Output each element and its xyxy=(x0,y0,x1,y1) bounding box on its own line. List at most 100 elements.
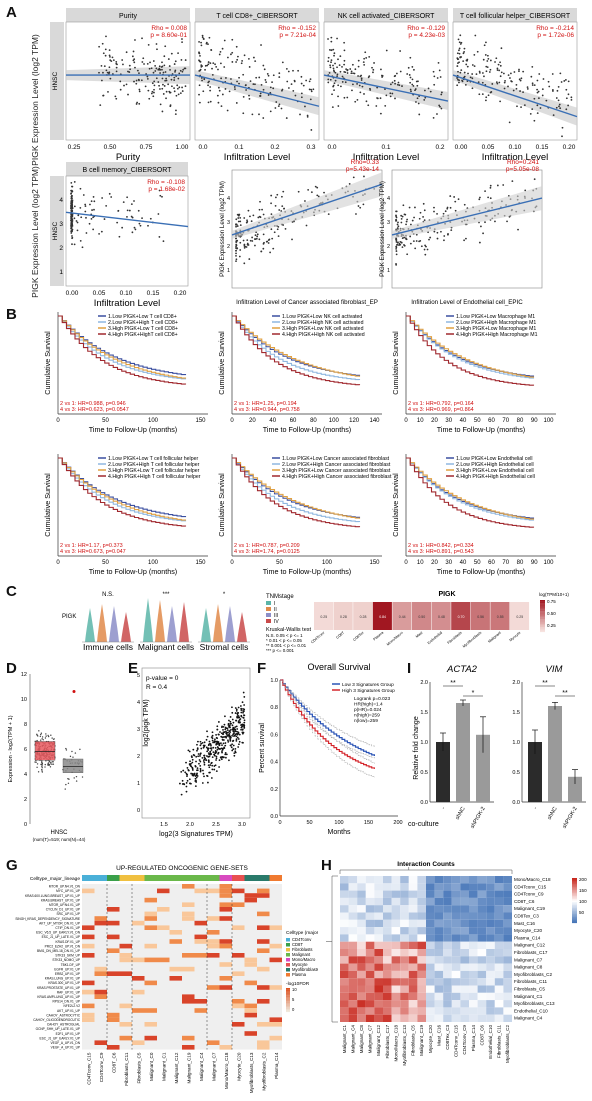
heatmap-col-label: Fibroblasts_C11 xyxy=(497,1025,502,1059)
scatter-point xyxy=(281,61,284,64)
legend-item: 2.Low PIGK+High Endothelial cell xyxy=(456,462,534,468)
heatmap-row-label: SRC_UP.V1_UP xyxy=(56,912,80,916)
heatmap-cell xyxy=(365,934,375,942)
scatter-point xyxy=(481,81,484,84)
heatmap-cell xyxy=(451,1007,461,1015)
scatter-point xyxy=(423,99,426,101)
test-title: Kruskal-Wallis test xyxy=(266,627,311,633)
heatmap-cell xyxy=(443,912,452,920)
heatmap-col-label: Malignant_C7 xyxy=(211,1052,216,1081)
scatter-point xyxy=(416,84,419,87)
scatter-point xyxy=(413,68,415,71)
scatter-point xyxy=(238,76,240,79)
heatmap-cell xyxy=(82,925,95,930)
scatter-point xyxy=(235,739,238,742)
heatmap-cell xyxy=(503,963,512,971)
scatter-point xyxy=(207,63,210,66)
jitter-point xyxy=(44,766,46,768)
heatmap-col-label: Malignant_C4 xyxy=(199,1052,204,1081)
panel-label-a: A xyxy=(6,4,17,21)
scatter-point xyxy=(199,740,202,743)
heatmap-cell xyxy=(460,1007,469,1015)
box xyxy=(62,758,84,773)
heatmap-cell xyxy=(477,934,487,942)
y-axis-label: PIGK Expression Level (log2 TPM) xyxy=(219,181,226,277)
heatmap-cell xyxy=(494,927,504,935)
panel-label-c: C xyxy=(6,583,17,600)
heatmap-cell xyxy=(460,941,469,949)
scatter-point xyxy=(195,755,198,758)
scatter-point xyxy=(454,209,457,212)
scatter-point xyxy=(267,94,270,96)
heatmap-cell xyxy=(257,999,270,1004)
scatter-point xyxy=(157,213,160,215)
scatter-point xyxy=(133,58,136,61)
heatmap-row-label: CYCLIN_D1_UP.V1_UP xyxy=(46,908,80,912)
scatter-point xyxy=(300,75,303,78)
heatmap-row-label: GCNP_SHH_UP_LATE.V1_UP xyxy=(36,1027,80,1031)
heatmap-value: 0.25 xyxy=(516,615,523,619)
heatmap-cell xyxy=(443,905,452,913)
scatter-point xyxy=(208,766,211,769)
scatter-point xyxy=(237,738,240,740)
scatter-point xyxy=(479,196,481,199)
jitter-point xyxy=(37,771,40,773)
scatter-point xyxy=(559,107,562,110)
scatter-point xyxy=(508,121,511,124)
scatter-point xyxy=(305,79,308,82)
scatter-point xyxy=(222,736,225,738)
scatter-point xyxy=(155,43,158,45)
y-tick: 0 xyxy=(24,822,27,828)
heatmap-title: PIGK xyxy=(438,591,455,598)
scatter-point xyxy=(494,61,496,63)
scatter-point xyxy=(506,220,508,223)
legend-item: 3.High PIGK+Low T cell follicular helper xyxy=(108,468,200,474)
heatmap-cell xyxy=(340,1014,349,1022)
lineage-bar xyxy=(82,875,95,881)
heatmap-cell xyxy=(374,912,383,920)
heatmap-cell xyxy=(94,920,107,926)
scatter-point xyxy=(341,75,344,78)
scatter-point xyxy=(251,236,254,239)
scatter-point xyxy=(173,79,176,81)
scatter-point xyxy=(173,90,176,93)
scatter-point xyxy=(209,752,212,755)
scatter-point xyxy=(236,712,239,715)
scatter-point xyxy=(405,223,407,226)
jitter-point xyxy=(73,777,75,779)
scatter-point xyxy=(570,98,573,101)
scatter-point xyxy=(242,239,245,242)
legend-item: 4.High PIGK+High Endothelial cell xyxy=(456,474,535,480)
heatmap-cell xyxy=(257,888,270,894)
scale-bar-segment xyxy=(572,912,577,915)
scatter-point xyxy=(133,200,135,202)
scale-tick: 5 xyxy=(292,997,295,1002)
scatter-point xyxy=(241,701,244,704)
heatmap-cell xyxy=(169,966,182,972)
heatmap-row-label: CD8T_C6 xyxy=(514,899,535,904)
scatter-point xyxy=(193,773,196,776)
scatter-point xyxy=(199,752,202,755)
scatter-point xyxy=(419,239,422,242)
scatter-point xyxy=(484,99,487,102)
heatmap-cell xyxy=(426,912,435,920)
heatmap-cell xyxy=(426,890,435,898)
test-line: * 0.01 < p <= 0.05 xyxy=(266,638,302,643)
scatter-point xyxy=(496,69,499,71)
x-tick: 0 xyxy=(404,418,408,424)
heatmap-cell xyxy=(460,876,469,884)
heatmap-cell xyxy=(494,897,504,906)
heatmap-cell xyxy=(460,1014,469,1022)
x-axis-label: Infiltration Level xyxy=(353,152,420,163)
heatmap-cell xyxy=(503,934,512,942)
heatmap-cell xyxy=(182,911,195,917)
scatter-point xyxy=(463,203,466,206)
scatter-point xyxy=(201,36,204,39)
scatter-point xyxy=(264,79,267,81)
scatter-point xyxy=(153,84,156,87)
scatter-point xyxy=(488,71,491,73)
heatmap-cell xyxy=(426,949,435,957)
legend-item: Myofibroblasts xyxy=(292,967,318,972)
km-curve xyxy=(406,315,535,386)
panel-label-h: H xyxy=(321,857,332,874)
